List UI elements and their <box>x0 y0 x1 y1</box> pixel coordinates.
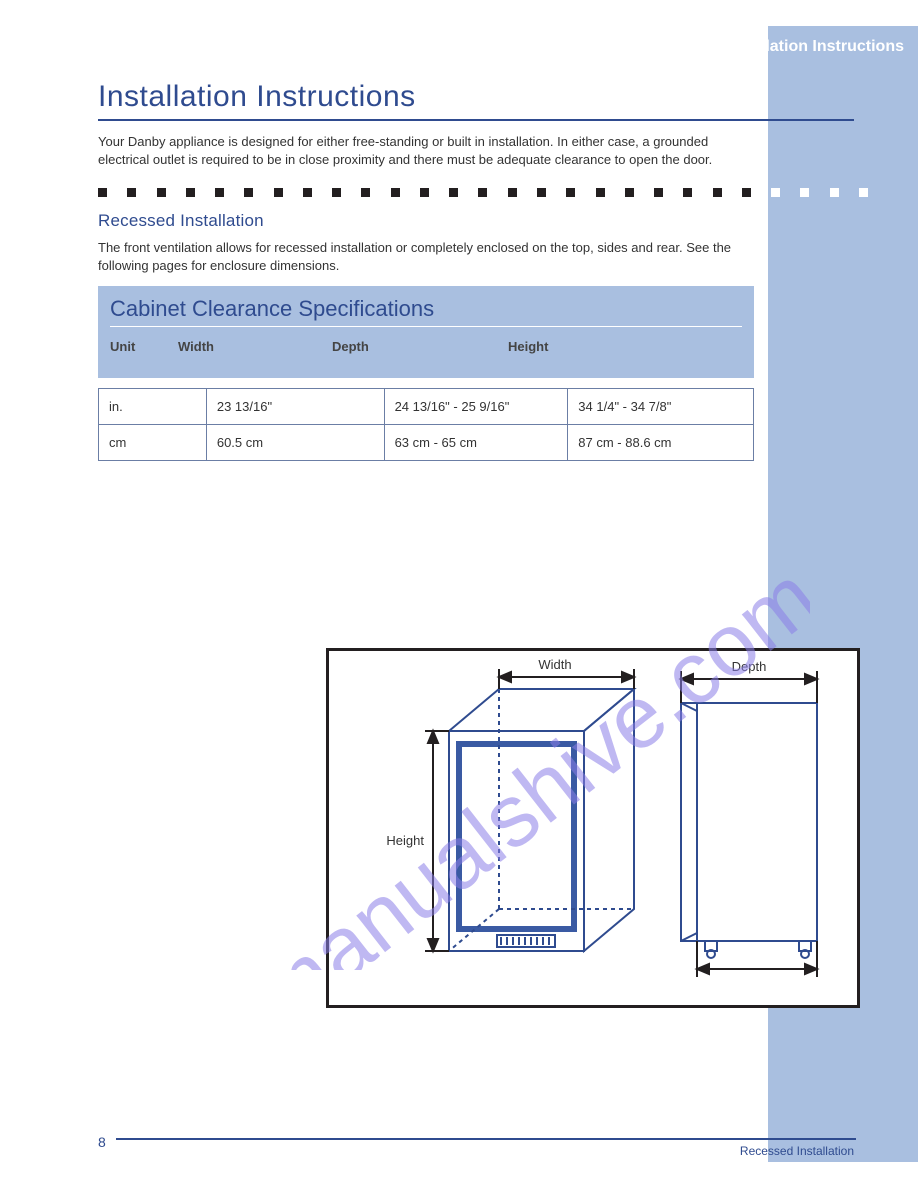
page-title: Installation Instructions <box>98 80 756 114</box>
cell-height: 34 1/4" - 34 7/8" <box>568 389 754 425</box>
spec-sub-depth: Depth <box>332 339 508 354</box>
cell-unit: in. <box>99 389 207 425</box>
cell-width: 60.5 cm <box>206 425 384 461</box>
spec-table: in. 23 13/16" 24 13/16" - 25 9/16" 34 1/… <box>98 388 754 461</box>
spec-title: Cabinet Clearance Specifications <box>110 296 742 322</box>
spec-block: Cabinet Clearance Specifications Unit Wi… <box>98 286 754 461</box>
figure-height-label: Height <box>386 833 424 848</box>
figure-depth-label: Depth <box>732 659 767 674</box>
cell-width: 23 13/16" <box>206 389 384 425</box>
footer-right-text: Recessed Installation <box>740 1144 854 1158</box>
spec-header: Cabinet Clearance Specifications <box>98 286 754 333</box>
page-number: 8 <box>98 1134 106 1150</box>
figure-width-label: Width <box>538 657 571 672</box>
sidebar-label: Installation Instructions <box>724 38 904 56</box>
spec-sub-width: Width <box>178 339 332 354</box>
cell-depth: 63 cm - 65 cm <box>384 425 568 461</box>
table-row: in. 23 13/16" 24 13/16" - 25 9/16" 34 1/… <box>99 389 754 425</box>
spec-sub-unit: Unit <box>98 339 178 354</box>
section-heading: Recessed Installation <box>98 211 756 231</box>
section-text: The front ventilation allows for recesse… <box>98 239 756 274</box>
dimension-figure: Width Height <box>326 648 860 1008</box>
dotted-divider <box>98 188 868 197</box>
title-underline <box>98 119 854 121</box>
cell-depth: 24 13/16" - 25 9/16" <box>384 389 568 425</box>
spec-sub-height: Height <box>508 339 684 354</box>
cell-unit: cm <box>99 425 207 461</box>
footer-rule <box>116 1138 856 1140</box>
intro-paragraph: Your Danby appliance is designed for eit… <box>98 133 756 168</box>
table-row: cm 60.5 cm 63 cm - 65 cm 87 cm - 88.6 cm <box>99 425 754 461</box>
spec-subheadings-row: Unit Width Depth Height <box>98 333 754 378</box>
spec-divider <box>110 326 742 327</box>
cell-height: 87 cm - 88.6 cm <box>568 425 754 461</box>
